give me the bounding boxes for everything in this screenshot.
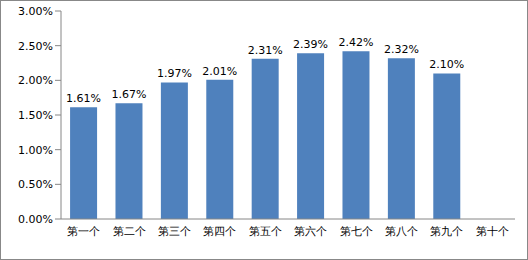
- svg-text:第九个: 第九个: [430, 225, 463, 238]
- svg-text:1.00%: 1.00%: [18, 144, 53, 157]
- svg-text:第四个: 第四个: [203, 225, 236, 238]
- svg-text:第三个: 第三个: [158, 225, 191, 238]
- svg-text:第五个: 第五个: [249, 225, 282, 238]
- svg-text:3.00%: 3.00%: [18, 5, 53, 18]
- svg-text:2.42%: 2.42%: [339, 36, 374, 49]
- svg-text:2.39%: 2.39%: [293, 38, 328, 51]
- svg-text:1.61%: 1.61%: [66, 92, 101, 105]
- svg-text:2.32%: 2.32%: [384, 43, 419, 56]
- svg-text:0.00%: 0.00%: [18, 213, 53, 226]
- svg-text:第十个: 第十个: [476, 225, 509, 238]
- svg-text:2.00%: 2.00%: [18, 74, 53, 87]
- svg-text:2.31%: 2.31%: [248, 44, 283, 57]
- svg-text:2.50%: 2.50%: [18, 40, 53, 53]
- svg-text:0.50%: 0.50%: [18, 178, 53, 191]
- svg-text:第六个: 第六个: [294, 225, 327, 238]
- svg-text:1.97%: 1.97%: [157, 67, 192, 80]
- svg-text:1.50%: 1.50%: [18, 109, 53, 122]
- svg-text:第七个: 第七个: [340, 225, 373, 238]
- svg-text:2.01%: 2.01%: [202, 65, 237, 78]
- svg-text:1.67%: 1.67%: [112, 88, 147, 101]
- svg-text:第八个: 第八个: [385, 225, 418, 238]
- svg-text:2.10%: 2.10%: [429, 58, 464, 71]
- svg-text:第二个: 第二个: [113, 225, 146, 238]
- svg-text:第一个: 第一个: [67, 225, 100, 238]
